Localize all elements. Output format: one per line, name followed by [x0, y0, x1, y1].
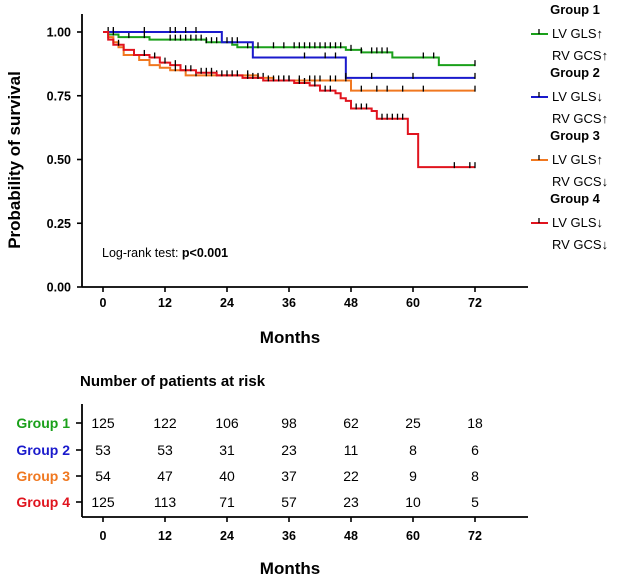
survival-curve-group-1 — [103, 29, 476, 67]
y-tick-label: 1.00 — [47, 26, 71, 40]
x-tick-label: 0 — [100, 296, 107, 310]
risk-x-axis: 0 12 24 36 48 60 72 — [100, 517, 482, 543]
risk-value: 62 — [343, 415, 359, 431]
risk-value: 10 — [405, 494, 421, 510]
risk-value: 106 — [215, 415, 239, 431]
risk-row-group-2: Group 2 53 53 31 23 11 8 6 — [16, 442, 479, 458]
risk-table-title: Number of patients at risk — [80, 373, 266, 390]
km-plot: Probability of survival 0.00 0.25 0.50 0.75… — [5, 2, 608, 347]
survival-curve-group-3 — [103, 31, 476, 92]
legend-line1: LV GLS↓ — [552, 89, 603, 104]
x-tick-label: 36 — [282, 296, 296, 310]
legend-line2: RV GCS↓ — [552, 237, 608, 252]
y-tick-label: 0.50 — [47, 153, 71, 167]
risk-value: 113 — [154, 494, 177, 510]
risk-value: 53 — [95, 442, 111, 458]
risk-row-label: Group 3 — [16, 468, 70, 484]
risk-value: 8 — [409, 442, 417, 458]
risk-value: 23 — [343, 494, 359, 510]
legend-line1: LV GLS↑ — [552, 152, 603, 167]
x-axis: 0 12 24 36 48 60 72 — [100, 287, 482, 310]
log-rank-p-value: p<0.001 — [182, 246, 228, 260]
risk-value: 22 — [343, 468, 359, 484]
risk-table: Number of patients at risk Group 1 125 122… — [16, 373, 528, 578]
legend-item-group-2: Group 2 LV GLS↓ RV GCS↑ — [531, 65, 608, 126]
risk-value: 53 — [157, 442, 173, 458]
risk-value: 125 — [91, 494, 115, 510]
survival-curve-group-4 — [103, 31, 476, 169]
y-tick-label: 0.25 — [47, 217, 71, 231]
risk-value: 8 — [471, 468, 479, 484]
y-tick-label: 0.00 — [47, 281, 71, 295]
risk-value: 6 — [471, 442, 479, 458]
y-axis: 0.00 0.25 0.50 0.75 1.00 — [47, 26, 82, 295]
risk-x-tick-label: 0 — [100, 529, 107, 543]
risk-row-group-4: Group 4 125 113 71 57 23 10 5 — [16, 494, 479, 510]
risk-x-tick-label: 48 — [344, 529, 358, 543]
risk-x-axis-label: Months — [260, 559, 320, 578]
legend-item-group-4: Group 4 LV GLS↓ RV GCS↓ — [531, 191, 608, 252]
legend-item-group-3: Group 3 LV GLS↑ RV GCS↓ — [531, 128, 608, 189]
survival-curve-group-2 — [103, 27, 476, 79]
survival-line — [103, 31, 475, 92]
legend: Group 1 LV GLS↑ RV GCS↑ Group 2 LV GLS↓ RV GC… — [531, 2, 608, 252]
risk-value: 37 — [281, 468, 297, 484]
risk-value: 54 — [95, 468, 111, 484]
legend-group-title: Group 2 — [550, 65, 600, 80]
x-tick-label: 48 — [344, 296, 358, 310]
legend-line2: RV GCS↑ — [552, 48, 608, 63]
risk-value: 71 — [219, 494, 235, 510]
risk-x-tick-label: 72 — [468, 529, 482, 543]
y-axis-label: Probability of survival — [5, 71, 24, 249]
legend-line2: RV GCS↓ — [552, 174, 608, 189]
risk-value: 23 — [281, 442, 297, 458]
risk-value: 9 — [409, 468, 417, 484]
risk-row-group-3: Group 3 54 47 40 37 22 9 8 — [16, 468, 479, 484]
risk-value: 98 — [281, 415, 297, 431]
x-tick-label: 60 — [406, 296, 420, 310]
risk-x-tick-label: 24 — [220, 529, 234, 543]
survival-line — [103, 31, 475, 79]
log-rank-label: Log-rank test: — [102, 246, 182, 260]
risk-value: 122 — [153, 415, 177, 431]
risk-value: 57 — [281, 494, 297, 510]
legend-group-title: Group 4 — [550, 191, 601, 206]
log-rank-annotation: Log-rank test: p<0.001 — [102, 246, 228, 260]
legend-group-title: Group 3 — [550, 128, 600, 143]
survival-line — [103, 31, 475, 169]
risk-x-tick-label: 36 — [282, 529, 296, 543]
legend-line1: LV GLS↑ — [552, 26, 603, 41]
survival-line — [103, 31, 475, 67]
y-tick-label: 0.75 — [47, 89, 71, 103]
risk-value: 25 — [405, 415, 421, 431]
risk-row-label: Group 2 — [16, 442, 70, 458]
risk-value: 18 — [467, 415, 483, 431]
risk-value: 125 — [91, 415, 115, 431]
legend-line2: RV GCS↑ — [552, 111, 608, 126]
x-tick-label: 12 — [158, 296, 172, 310]
risk-row-label: Group 1 — [16, 415, 70, 431]
x-axis-label: Months — [260, 328, 320, 347]
risk-value: 47 — [157, 468, 173, 484]
risk-x-tick-label: 12 — [158, 529, 172, 543]
legend-line1: LV GLS↓ — [552, 215, 603, 230]
legend-item-group-1: Group 1 LV GLS↑ RV GCS↑ — [531, 2, 608, 63]
survival-curves — [103, 27, 476, 169]
risk-row-group-1: Group 1 125 122 106 98 62 25 18 — [16, 415, 483, 431]
x-tick-label: 72 — [468, 296, 482, 310]
risk-value: 40 — [219, 468, 235, 484]
x-tick-label: 24 — [220, 296, 234, 310]
legend-group-title: Group 1 — [550, 2, 600, 17]
risk-row-label: Group 4 — [16, 494, 70, 510]
risk-value: 11 — [344, 442, 359, 458]
risk-x-tick-label: 60 — [406, 529, 420, 543]
risk-value: 5 — [471, 494, 479, 510]
risk-value: 31 — [219, 442, 235, 458]
